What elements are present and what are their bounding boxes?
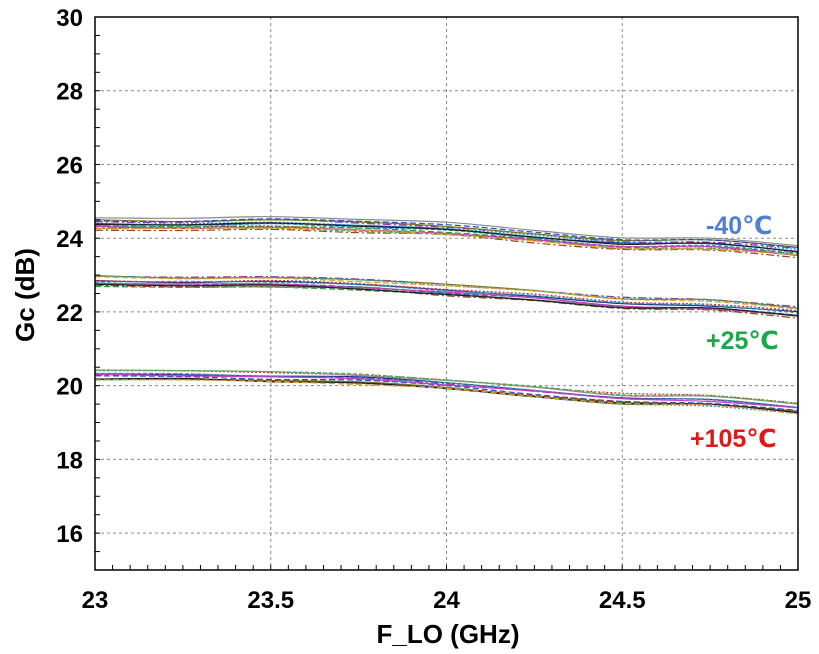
series-line — [94, 373, 799, 409]
curve-group — [94, 275, 799, 319]
plot-frame — [94, 16, 799, 571]
series-line — [94, 275, 799, 308]
y-tick-label: 20 — [56, 374, 83, 401]
series-line — [94, 222, 799, 253]
series-line — [94, 216, 799, 247]
group-labels: -40℃ +25℃ +105℃ — [690, 212, 779, 453]
x-tick-label: 23.5 — [247, 587, 294, 614]
curve-group — [94, 369, 799, 415]
y-tick-label: 30 — [56, 5, 83, 32]
series-layer — [94, 216, 799, 415]
curve-group — [94, 216, 799, 259]
series-line — [94, 227, 799, 256]
y-tick-labels: 16 18 20 22 24 26 28 30 — [56, 5, 83, 548]
series-line — [94, 378, 799, 415]
y-tick-label: 16 — [56, 521, 83, 548]
series-line — [94, 283, 799, 317]
group-label: -40℃ — [706, 212, 772, 240]
series-line — [94, 225, 799, 257]
y-tick-label: 28 — [56, 79, 83, 106]
group-label: +105℃ — [690, 425, 777, 453]
y-tick-label: 22 — [56, 300, 83, 327]
series-line — [94, 275, 799, 309]
series-line — [94, 375, 799, 411]
series-line — [94, 218, 799, 249]
series-line — [94, 369, 799, 405]
y-tick-label: 26 — [56, 152, 83, 179]
y-tick-label: 18 — [56, 447, 83, 474]
series-line — [94, 379, 799, 415]
series-line — [94, 370, 799, 404]
series-line — [94, 223, 799, 254]
y-axis-label: Gc (dB) — [10, 248, 40, 342]
series-line — [94, 279, 799, 312]
x-tick-label: 24 — [433, 587, 460, 614]
x-tick-label: 25 — [785, 587, 812, 614]
x-tick-label: 23 — [82, 587, 109, 614]
series-line — [94, 284, 799, 319]
group-label: +25℃ — [706, 327, 779, 355]
series-line — [94, 228, 799, 259]
y-tick-label: 24 — [56, 226, 83, 253]
x-axis-label: F_LO (GHz) — [377, 619, 520, 649]
frame-layer — [94, 16, 799, 571]
series-line — [94, 280, 799, 313]
series-line — [94, 280, 799, 314]
series-line — [94, 276, 799, 310]
x-tick-labels: 23 23.5 24 24.5 25 — [82, 587, 812, 614]
series-line — [94, 372, 799, 409]
x-tick-label: 24.5 — [599, 587, 646, 614]
